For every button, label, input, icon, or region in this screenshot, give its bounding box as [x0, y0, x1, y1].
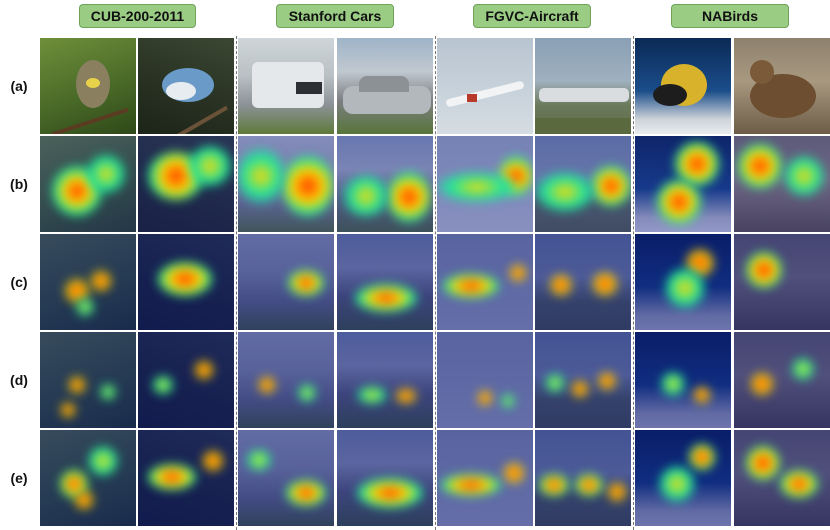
heatmap-c-cars-2 [337, 234, 433, 330]
heatmap-b-nabirds-2 [734, 136, 830, 232]
dataset-header-cub: CUB-200-2011 [79, 4, 196, 28]
dataset-header-nabirds: NABirds [671, 4, 789, 28]
heatmap-c-aircraft-2 [535, 234, 631, 330]
heatmap-d-cars-2 [337, 332, 433, 428]
row-label-c: (c) [10, 274, 28, 290]
image-cub-warbler-original [40, 38, 136, 134]
heatmap-d-cars-1 [238, 332, 334, 428]
heatmap-b-aircraft-1 [437, 136, 533, 232]
image-cub-cerulean-warbler-original [138, 38, 234, 134]
image-nabirds-mallard-original [734, 38, 830, 134]
row-label-d: (d) [10, 372, 28, 388]
heatmap-c-cub-1 [40, 234, 136, 330]
heatmap-d-cub-1 [40, 332, 136, 428]
heatmap-e-aircraft-1 [437, 430, 533, 526]
heatmap-b-aircraft-2 [535, 136, 631, 232]
heatmap-d-cub-2 [138, 332, 234, 428]
heatmap-e-nabirds-2 [734, 430, 830, 526]
separator-line [435, 36, 436, 530]
row-label-b: (b) [10, 176, 28, 192]
row-label-a: (a) [10, 78, 28, 94]
image-stanford-mercedes-original [337, 38, 433, 134]
heatmap-e-cars-1 [238, 430, 334, 526]
heatmap-c-cub-2 [138, 234, 234, 330]
heatmap-d-nabirds-2 [734, 332, 830, 428]
dataset-header-fgvc-aircraft: FGVC-Aircraft [473, 4, 591, 28]
heatmap-c-nabirds-1 [635, 234, 731, 330]
heatmap-b-nabirds-1 [635, 136, 731, 232]
heatmap-b-cars-2 [337, 136, 433, 232]
heatmap-c-cars-1 [238, 234, 334, 330]
separator-line [633, 36, 634, 530]
heatmap-b-cub-1 [40, 136, 136, 232]
image-stanford-jeep-original [238, 38, 334, 134]
heatmap-e-cars-2 [337, 430, 433, 526]
row-label-e: (e) [10, 470, 28, 486]
heatmap-e-nabirds-1 [635, 430, 731, 526]
dataset-header-stanford-cars: Stanford Cars [276, 4, 394, 28]
heatmap-c-nabirds-2 [734, 234, 830, 330]
separator-line [236, 36, 237, 530]
image-nabirds-goldfinch-original [635, 38, 731, 134]
image-fgvc-parked-jets-original [535, 38, 631, 134]
image-fgvc-airliner-original [437, 38, 533, 134]
heatmap-b-cub-2 [138, 136, 234, 232]
heatmap-e-cub-1 [40, 430, 136, 526]
heatmap-d-aircraft-2 [535, 332, 631, 428]
heatmap-c-aircraft-1 [437, 234, 533, 330]
heatmap-b-cars-1 [238, 136, 334, 232]
heatmap-e-aircraft-2 [535, 430, 631, 526]
heatmap-d-nabirds-1 [635, 332, 731, 428]
heatmap-d-aircraft-1 [437, 332, 533, 428]
heatmap-e-cub-2 [138, 430, 234, 526]
